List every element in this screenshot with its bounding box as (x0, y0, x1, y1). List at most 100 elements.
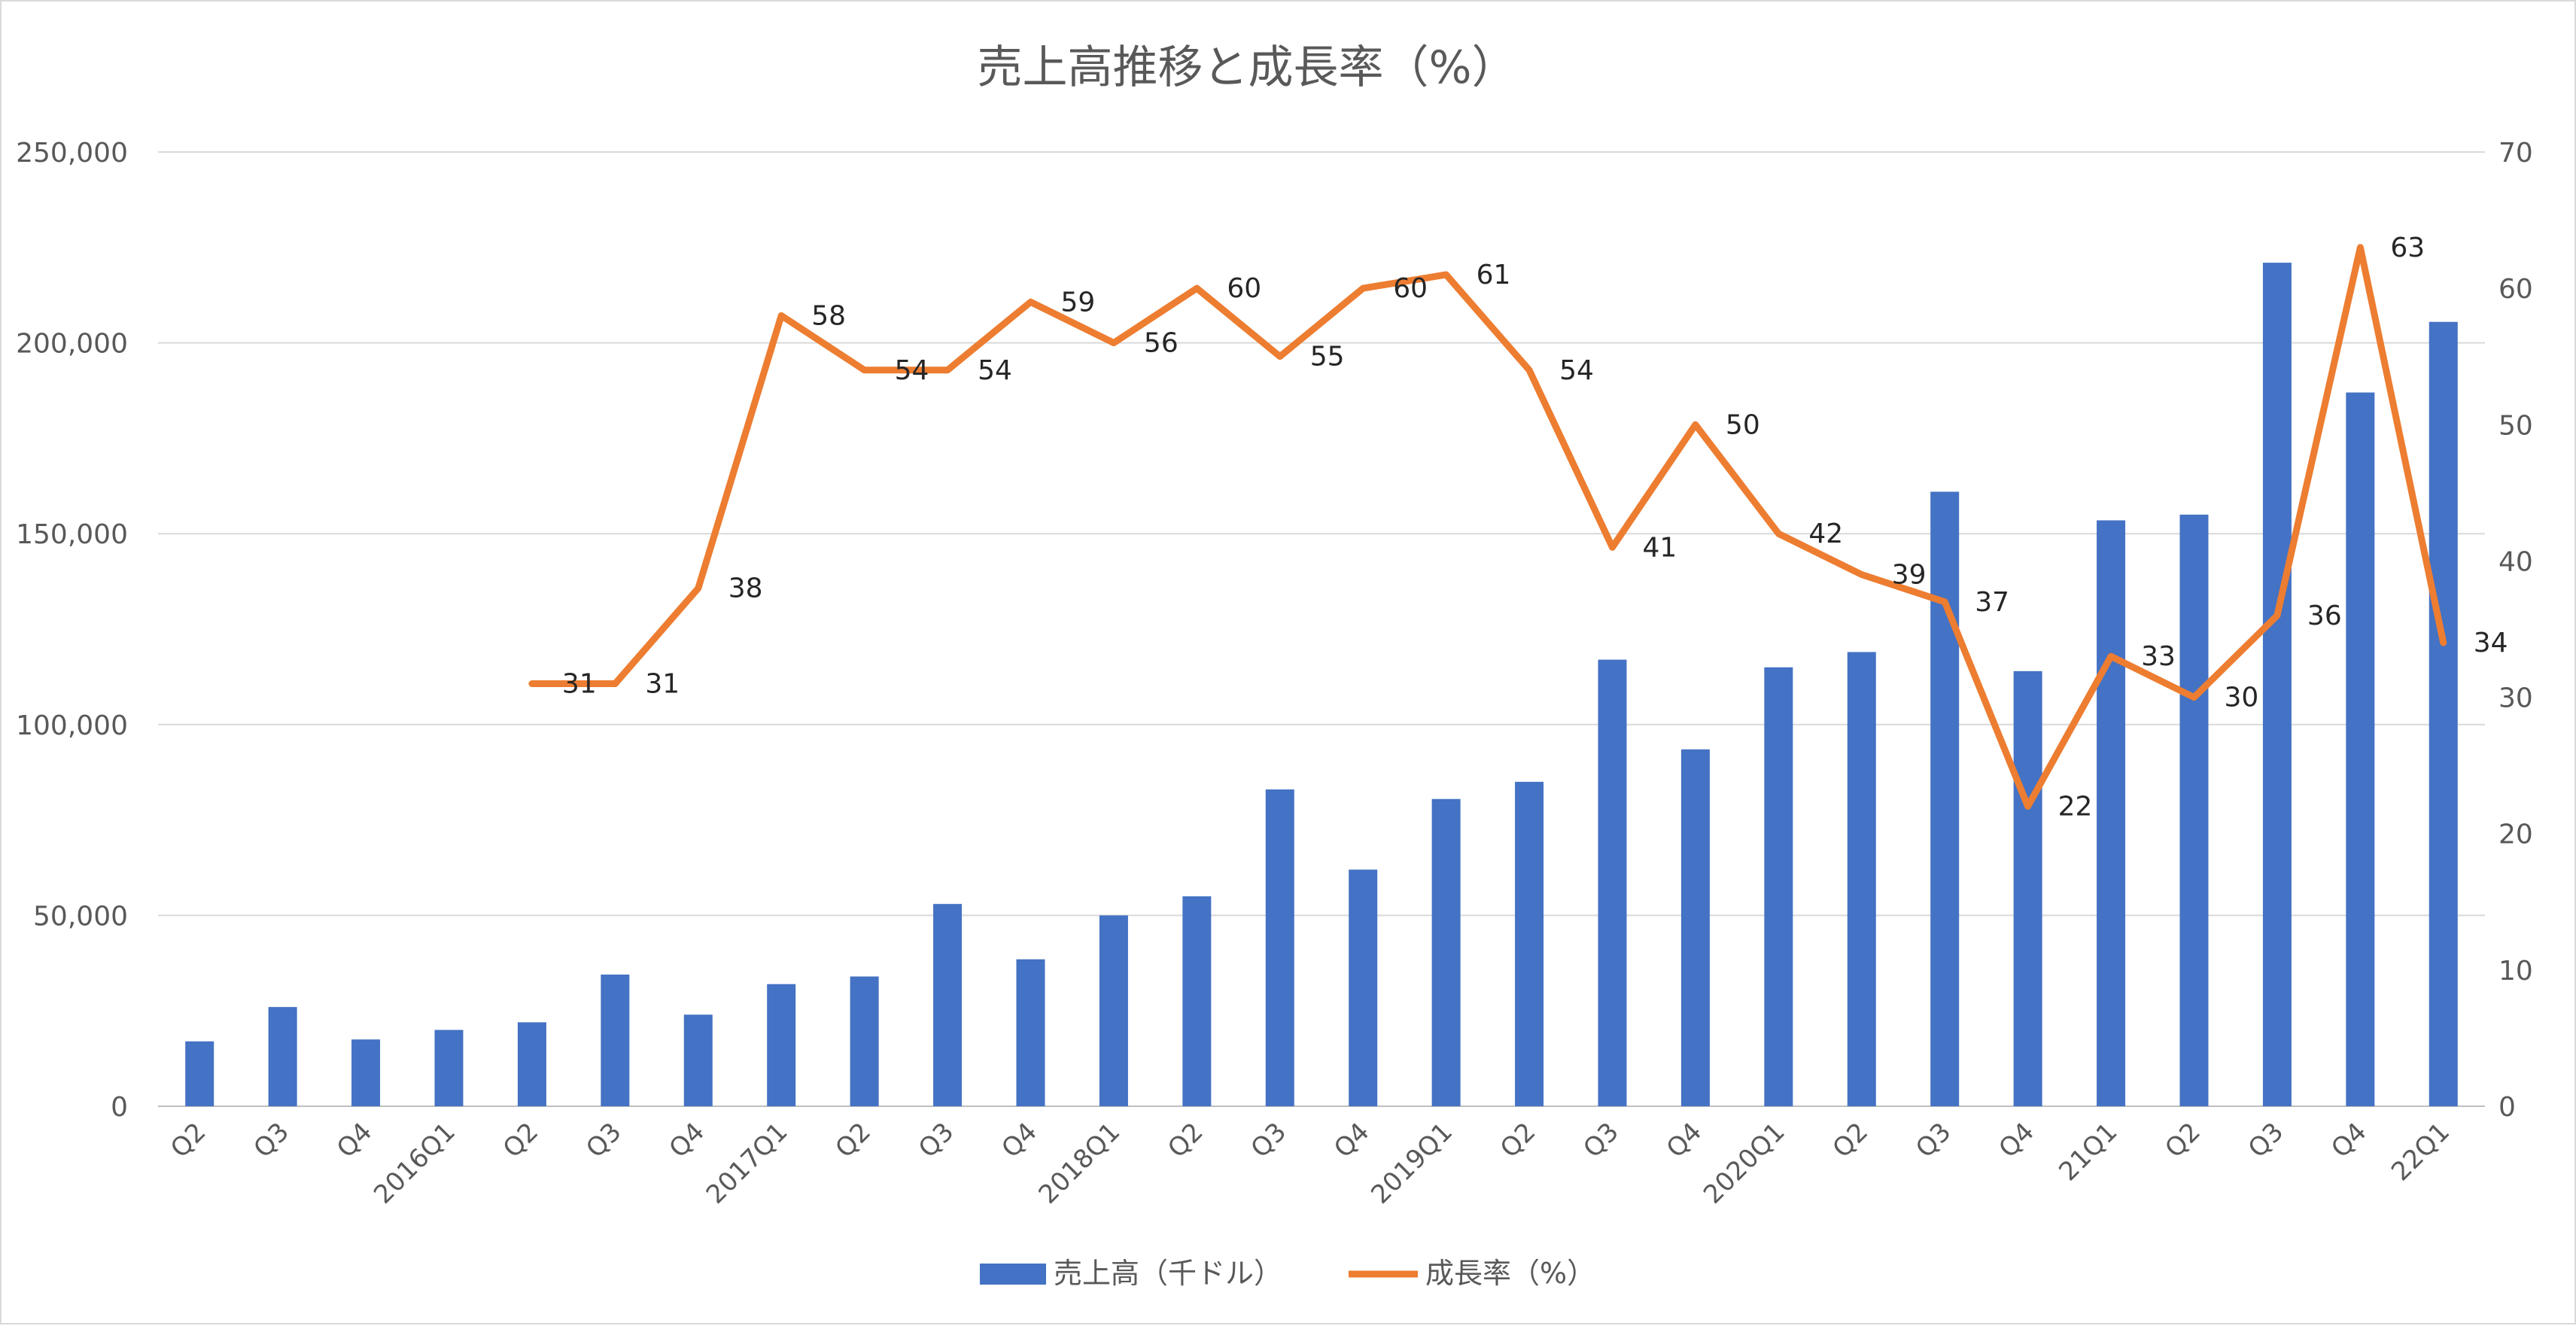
bar (517, 1022, 546, 1106)
data-label: 60 (1393, 273, 1428, 304)
data-label: 41 (1643, 532, 1677, 563)
x-tick-label: Q3 (2243, 1117, 2290, 1164)
data-label: 56 (1144, 328, 1179, 359)
data-label: 34 (2474, 628, 2508, 658)
bar (933, 904, 963, 1106)
left-tick-label: 0 (111, 1092, 128, 1123)
x-tick-label: Q3 (1245, 1117, 1293, 1164)
bar (1099, 915, 1128, 1106)
data-label: 39 (1892, 560, 1927, 591)
x-tick-label: 2020Q1 (1698, 1117, 1791, 1210)
bar-series (185, 263, 2458, 1107)
x-tick-label: Q4 (996, 1117, 1043, 1164)
left-axis-ticks: 0 50,000 100,000 150,000 200,000 250,000 (16, 138, 128, 1123)
bar (1680, 749, 1710, 1106)
chart-title: 売上高推移と成長率（%） (977, 41, 1516, 94)
x-tick-label: 2016Q1 (368, 1117, 461, 1210)
x-tick-label: Q4 (1661, 1117, 1708, 1164)
bar (2262, 263, 2292, 1106)
left-tick-label: 100,000 (16, 710, 128, 741)
legend-label-line: 成長率（%） (1425, 1257, 1595, 1290)
bar (1515, 781, 1544, 1106)
data-label: 22 (2058, 791, 2093, 822)
data-label: 42 (1808, 519, 1843, 549)
right-tick-label: 70 (2498, 138, 2533, 169)
x-tick-label: Q4 (331, 1117, 379, 1164)
x-tick-label: Q4 (1328, 1117, 1376, 1164)
bar (1182, 896, 1212, 1106)
x-tick-label: Q2 (829, 1117, 877, 1164)
bar (601, 975, 630, 1106)
bar (767, 984, 796, 1106)
data-label: 33 (2141, 641, 2176, 672)
left-tick-label: 50,000 (33, 901, 128, 932)
x-tick-label: Q2 (1162, 1117, 1209, 1164)
bar (1930, 491, 1960, 1106)
data-label: 55 (1310, 342, 1345, 373)
data-label: 36 (2307, 601, 2342, 631)
data-label: 54 (978, 355, 1012, 386)
x-tick-label: Q3 (1910, 1117, 1957, 1164)
left-tick-label: 200,000 (16, 329, 128, 360)
x-tick-label: Q3 (913, 1117, 960, 1164)
right-tick-label: 60 (2498, 274, 2533, 305)
line-series: 31 31 38 58 54 54 59 56 60 55 60 61 54 41 50 42 39 37 22 33… (528, 233, 2508, 822)
data-label: 50 (1726, 409, 1760, 440)
left-tick-label: 150,000 (16, 519, 128, 550)
x-tick-label: Q2 (165, 1117, 212, 1164)
data-label: 59 (1061, 287, 1096, 318)
data-label: 61 (1477, 260, 1511, 290)
bar (2179, 514, 2209, 1106)
bar (1847, 652, 1876, 1106)
right-tick-label: 0 (2498, 1092, 2516, 1123)
data-label: 31 (645, 668, 680, 699)
data-label: 54 (1559, 355, 1594, 386)
x-tick-label: Q2 (1827, 1117, 1875, 1164)
growth-line (528, 244, 2447, 810)
bar (2097, 520, 2126, 1106)
x-tick-label: Q2 (497, 1117, 545, 1164)
bar (1764, 667, 1793, 1106)
bar (1598, 659, 1627, 1106)
bar (351, 1039, 381, 1106)
legend-swatch-bar (980, 1264, 1046, 1285)
data-label: 31 (562, 668, 597, 699)
right-tick-label: 50 (2498, 410, 2533, 441)
x-tick-label: 2017Q1 (701, 1117, 794, 1210)
bar (185, 1041, 214, 1106)
x-tick-label: Q2 (2159, 1117, 2206, 1164)
data-label: 38 (728, 573, 763, 604)
x-tick-label: Q4 (2325, 1117, 2373, 1164)
x-tick-label: 2019Q1 (1365, 1117, 1458, 1210)
data-label: 37 (1975, 587, 2009, 618)
right-tick-label: 20 (2498, 820, 2533, 850)
right-tick-label: 10 (2498, 956, 2533, 987)
legend-label-bar: 売上高（千ドル） (1054, 1257, 1282, 1290)
bar (1016, 959, 1045, 1106)
x-tick-label: 21Q1 (2053, 1117, 2123, 1187)
legend: 売上高（千ドル） 成長率（%） (980, 1257, 1595, 1290)
right-tick-label: 30 (2498, 683, 2533, 714)
bar (2346, 392, 2375, 1106)
bar (2428, 321, 2458, 1107)
data-label: 63 (2390, 233, 2425, 263)
x-tick-label: Q4 (664, 1117, 711, 1164)
data-label: 54 (895, 355, 929, 386)
gridlines (158, 151, 2485, 1107)
data-label: 58 (811, 300, 846, 331)
bar (1431, 798, 1461, 1106)
bar (683, 1014, 713, 1106)
bar (1349, 869, 1378, 1106)
x-tick-label: Q3 (580, 1117, 628, 1164)
bar (434, 1029, 464, 1106)
x-tick-label: 22Q1 (2386, 1117, 2456, 1187)
bar (850, 976, 879, 1106)
bar (268, 1007, 297, 1106)
right-axis-ticks: 0 10 20 30 40 50 60 70 (2498, 138, 2533, 1123)
left-tick-label: 250,000 (16, 138, 128, 169)
bar (1265, 789, 1294, 1106)
x-tick-label: Q2 (1495, 1117, 1542, 1164)
